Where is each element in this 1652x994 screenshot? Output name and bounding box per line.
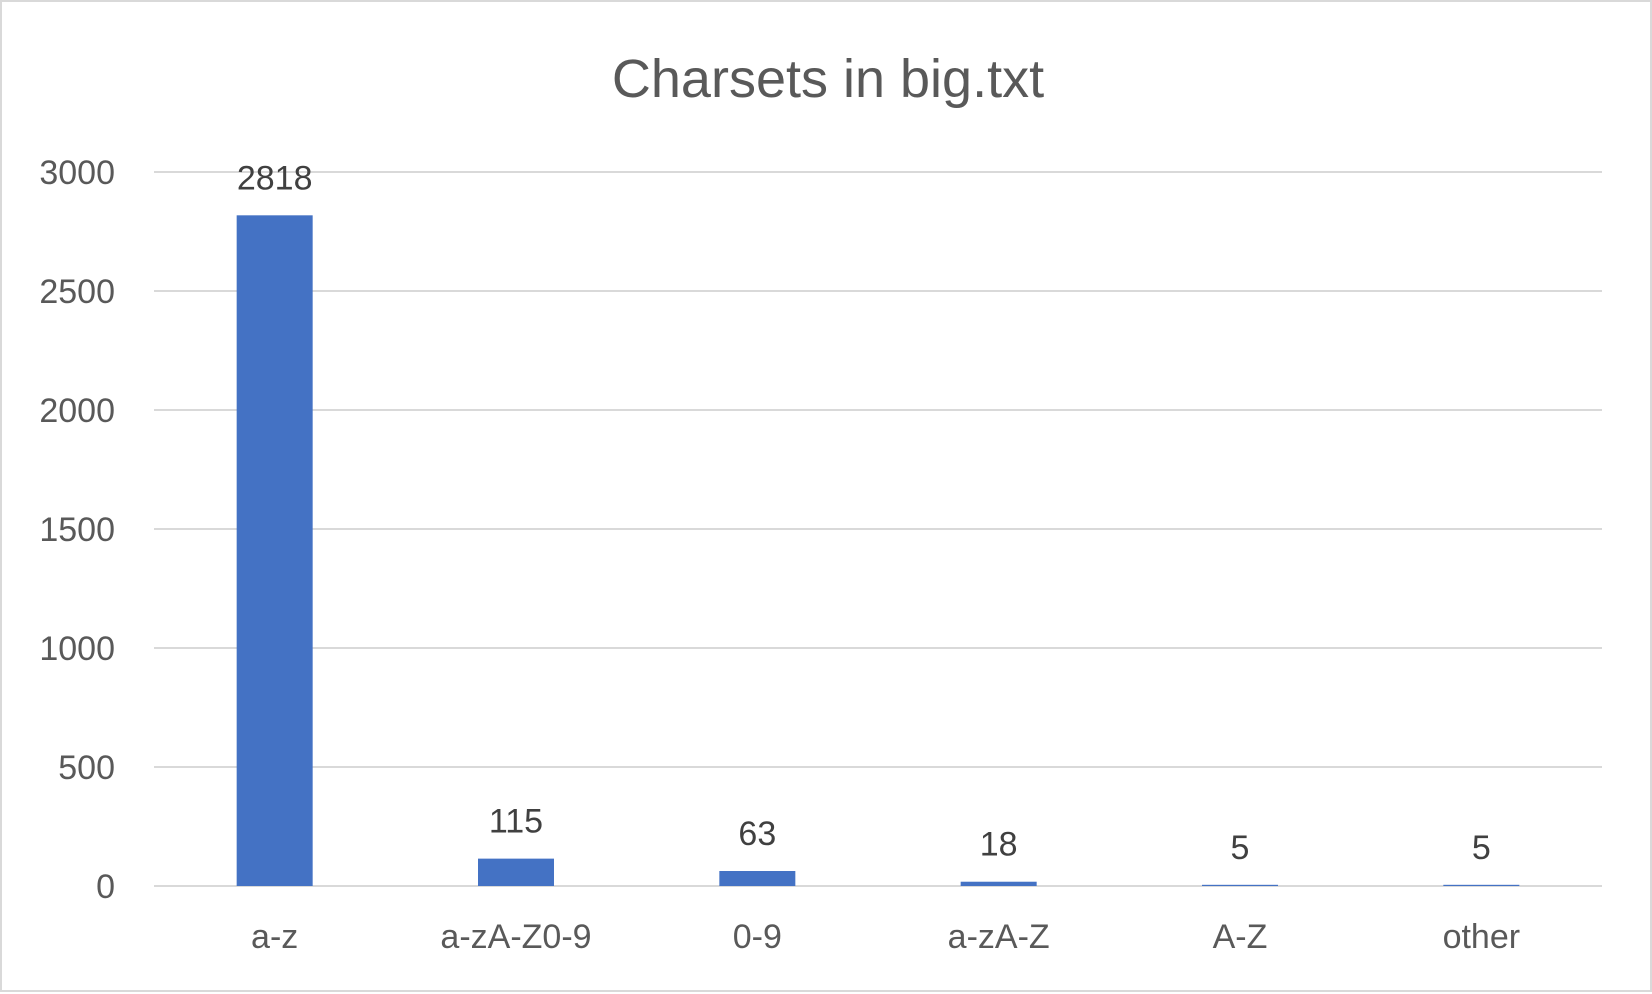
data-label-a-z: 2818 <box>237 159 313 197</box>
y-axis-ticks: 0 500 1000 1500 2000 2500 3000 <box>39 154 115 906</box>
bar-other <box>1443 884 1520 886</box>
y-tick-label: 3000 <box>39 154 115 192</box>
bar-a-z <box>236 215 313 887</box>
gridlines <box>154 171 1602 887</box>
bars <box>236 215 1520 887</box>
data-labels: 2818 115 63 18 5 5 <box>237 159 1491 866</box>
y-tick-label: 2500 <box>39 273 115 311</box>
data-label-a-zA-Z0-9: 115 <box>489 803 543 841</box>
x-tick-label: other <box>1443 918 1521 956</box>
x-axis-ticks: a-z a-zA-Z0-9 0-9 a-zA-Z A-Z other <box>251 918 1520 956</box>
y-tick-label: 2000 <box>39 392 115 430</box>
chart-title: Charsets in big.txt <box>612 49 1044 109</box>
y-tick-label: 0 <box>96 868 115 906</box>
x-tick-label: A-Z <box>1213 918 1268 956</box>
y-tick-label: 1500 <box>39 511 115 549</box>
data-label-a-zA-Z: 18 <box>980 826 1018 864</box>
bar-0-9 <box>719 871 796 886</box>
data-label-A-Z: 5 <box>1231 829 1250 867</box>
bar-a-zA-Z <box>960 881 1037 886</box>
x-tick-label: 0-9 <box>733 918 782 956</box>
data-label-other: 5 <box>1472 829 1491 867</box>
data-label-0-9: 63 <box>738 815 776 853</box>
x-tick-label: a-zA-Z <box>948 918 1050 956</box>
x-tick-label: a-zA-Z0-9 <box>440 918 591 956</box>
bar-a-zA-Z0-9 <box>478 858 554 886</box>
x-tick-label: a-z <box>251 918 298 956</box>
bar-A-Z <box>1202 884 1278 886</box>
y-tick-label: 500 <box>58 749 115 787</box>
y-tick-label: 1000 <box>39 630 115 668</box>
